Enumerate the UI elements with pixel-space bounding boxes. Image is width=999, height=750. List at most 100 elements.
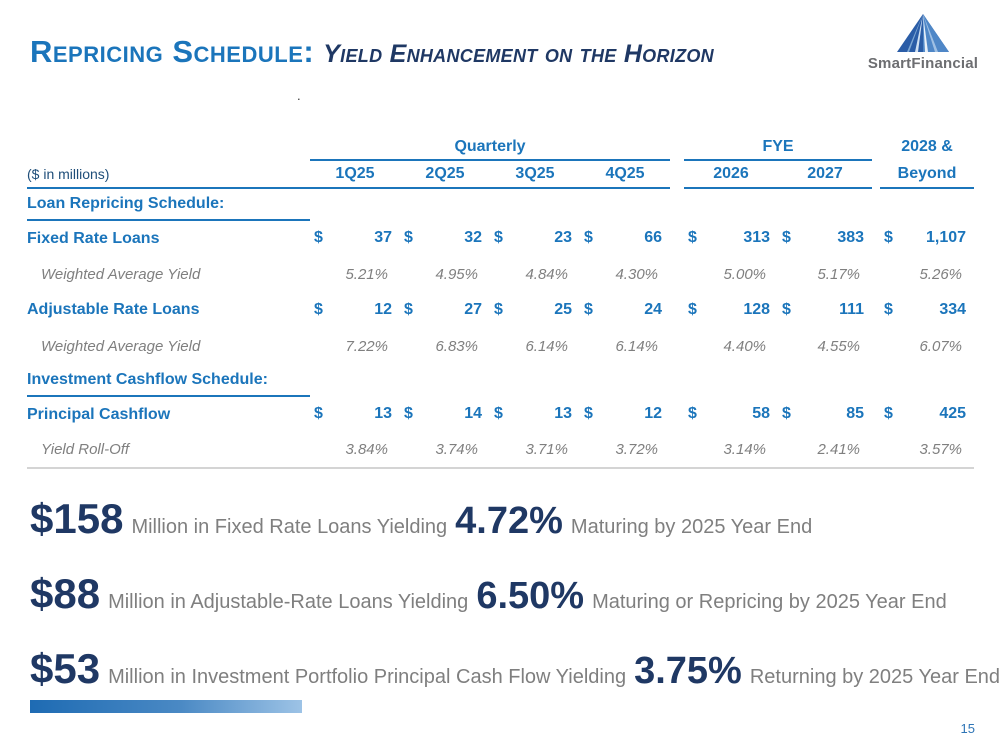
currency-cell: $383 (778, 220, 872, 256)
row-label: Yield Roll-Off (41, 441, 130, 458)
currency-cell: $13 (310, 396, 400, 432)
dollar-sign: $ (884, 405, 893, 422)
row-label: Weighted Average Yield (41, 337, 201, 355)
dollar-sign: $ (404, 229, 413, 246)
cell-value: 24 (644, 301, 663, 318)
title-subtitle: Yield Enhancement on the Horizon (323, 40, 714, 68)
yield-cell: 3.84% (345, 441, 388, 458)
yield-cell: 3.74% (435, 441, 478, 458)
currency-cell: $66 (580, 220, 670, 256)
dollar-sign: $ (404, 405, 413, 422)
column-header-2027: 2027 (778, 160, 873, 189)
dollar-sign: $ (688, 301, 697, 318)
summary-section: $158 Million in Fixed Rate Loans Yielding… (30, 497, 999, 701)
row-label: Fixed Rate Loans (27, 229, 160, 247)
yield-cell: 4.95% (435, 265, 478, 283)
currency-cell: $313 (684, 220, 778, 256)
yield-cell: 3.71% (525, 441, 568, 458)
summary-percent: 4.72% (455, 500, 563, 542)
dollar-sign: $ (584, 405, 593, 422)
cell-value: 425 (939, 405, 967, 422)
cell-value: 128 (743, 301, 771, 318)
yield-cell: 6.07% (919, 337, 963, 355)
section-label: Investment Cashflow Schedule: (27, 364, 310, 397)
column-header-beyond: Beyond (880, 160, 975, 189)
repricing-table: Quarterly FYE 2028 & ($ in millions) 1Q2… (27, 134, 975, 470)
currency-cell: $37 (310, 220, 400, 256)
cell-value: 37 (374, 229, 392, 246)
dollar-sign: $ (884, 301, 893, 318)
fye-group-header: FYE (684, 134, 873, 161)
currency-cell: $334 (880, 292, 974, 328)
currency-cell: $25 (490, 292, 580, 328)
yield-cell: 2.41% (817, 441, 861, 458)
cell-value: 25 (554, 301, 572, 318)
currency-cell: $128 (684, 292, 778, 328)
table-row: Fixed Rate Loans $37 $32 $23 $66 $313 $383 $1,1… (27, 220, 974, 256)
cell-value: 383 (837, 229, 865, 246)
summary-text: Maturing by 2025 Year End (570, 516, 813, 538)
yield-cell: 4.30% (615, 265, 659, 283)
logo-text: SmartFinancial (867, 55, 979, 72)
slide-header: Repricing Schedule: Yield Enhancement on … (0, 0, 999, 72)
yield-cell: 5.26% (919, 265, 963, 283)
mountain-logo-icon (863, 12, 983, 54)
cell-value: 32 (464, 229, 482, 246)
cell-value: 13 (374, 405, 392, 422)
cell-value: 12 (374, 301, 392, 318)
currency-cell: $13 (490, 396, 580, 432)
column-header-1q25: 1Q25 (310, 160, 400, 189)
cell-value: 111 (839, 301, 865, 318)
cell-value: 313 (743, 229, 771, 246)
column-header-2q25: 2Q25 (400, 160, 490, 189)
yield-cell: 7.22% (345, 337, 388, 355)
summary-text: Maturing or Repricing by 2025 Year End (592, 591, 947, 613)
cell-value: 14 (464, 405, 482, 422)
yield-cell: 3.14% (723, 441, 767, 458)
summary-text: Million in Fixed Rate Loans Yielding (131, 516, 448, 538)
stray-dot: . (297, 88, 301, 103)
currency-cell: $85 (778, 396, 872, 432)
cell-value: 66 (644, 229, 663, 246)
dollar-sign: $ (494, 229, 503, 246)
title-main: Repricing Schedule: (30, 34, 315, 69)
summary-text: Million in Investment Portfolio Principa… (108, 666, 627, 688)
yield-cell: 4.40% (723, 337, 767, 355)
yield-cell: 3.57% (919, 441, 963, 458)
smartfinancial-logo: SmartFinancial (863, 12, 983, 72)
summary-amount: $53 (30, 645, 101, 692)
dollar-sign: $ (314, 405, 323, 422)
summary-text: Million in Adjustable-Rate Loans Yieldin… (108, 591, 469, 613)
yield-cell: 5.00% (723, 265, 767, 283)
table-row: Weighted Average Yield 7.22% 6.83% 6.14% 6.1… (27, 328, 974, 364)
table-row: Loan Repricing Schedule: (27, 188, 974, 221)
summary-percent: 6.50% (476, 575, 585, 617)
currency-cell: $14 (400, 396, 490, 432)
table-row: Weighted Average Yield 5.21% 4.95% 4.84% 4.3… (27, 256, 974, 292)
yield-cell: 3.72% (615, 441, 659, 458)
table-column-header-row: ($ in millions) 1Q25 2Q25 3Q25 4Q25 2026… (27, 160, 975, 189)
currency-cell: $58 (684, 396, 778, 432)
yield-cell: 5.21% (345, 265, 388, 283)
units-label: ($ in millions) (27, 160, 310, 189)
yield-cell: 6.14% (525, 337, 568, 355)
dollar-sign: $ (494, 405, 503, 422)
cell-value: 23 (554, 229, 572, 246)
yield-cell: 5.17% (817, 265, 861, 283)
column-header-4q25: 4Q25 (580, 160, 671, 189)
dollar-sign: $ (688, 229, 697, 246)
dollar-sign: $ (314, 301, 323, 318)
cell-value: 1,107 (925, 229, 967, 246)
yield-cell: 6.83% (435, 337, 478, 355)
currency-cell: $1,107 (880, 220, 974, 256)
dollar-sign: $ (782, 405, 791, 422)
beyond-group-header: 2028 & (901, 138, 953, 155)
summary-line-investment: $53 Million in Investment Portfolio Princ… (30, 647, 999, 701)
currency-cell: $32 (400, 220, 490, 256)
page-number: 15 (960, 721, 975, 736)
dollar-sign: $ (782, 301, 791, 318)
currency-cell: $12 (580, 396, 670, 432)
dollar-sign: $ (884, 229, 893, 246)
cell-value: 27 (464, 301, 482, 318)
summary-percent: 3.75% (634, 650, 742, 692)
